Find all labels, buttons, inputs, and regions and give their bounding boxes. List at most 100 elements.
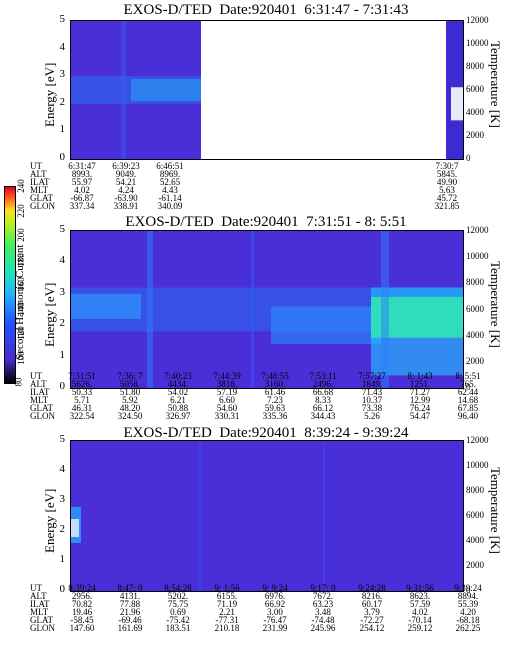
table-row: GLAT 46.31 48.20 50.88 54.60 59.63 66.12 73.38 7… <box>30 403 478 413</box>
table-cell: 7:53:11 <box>309 371 337 381</box>
table-cell: 337.34 <box>69 201 95 211</box>
row-label: GLON <box>30 201 55 211</box>
table-cell: 63.23 <box>312 599 334 609</box>
table-cell: 4.24 <box>118 185 134 195</box>
row-label: ILAT <box>30 599 50 609</box>
table-cell: 5202. <box>167 591 189 601</box>
spike <box>323 441 325 591</box>
table-row: GLON 322.54 324.50 326.97 330.31 335.36 344.43… <box>30 411 478 421</box>
spectrogram-svg <box>71 441 325 591</box>
table-row: UT 8:39:24 8:47: 0 8:54:28 9: 1:56 9: 9:24 9:1… <box>30 583 482 593</box>
table-cell: -72.27 <box>360 615 384 625</box>
table-cell: 8894. <box>457 591 479 601</box>
temperature-tick: 4000 <box>466 535 484 545</box>
table-row: MLT 19.46 21.96 0.69 2.21 3.00 3.48 3.79 4.02 4.2… <box>30 607 476 617</box>
table-cell: 161.69 <box>117 623 143 633</box>
table-cell: 7:48:55 <box>261 371 289 381</box>
table-cell: 57.19 <box>216 387 238 397</box>
table-cell: 5.63 <box>439 185 455 195</box>
row-label: GLAT <box>30 403 53 413</box>
table-row: UT 6:31:47 6:39:23 6:46:51 7:30:7 <box>30 161 470 171</box>
temperature-tick: 6000 <box>466 303 484 314</box>
table-cell: 254.12 <box>359 623 385 633</box>
temperature-tick: 0 <box>466 153 471 163</box>
energy-tick: 4 <box>59 463 66 475</box>
table-cell: 9: 9:24 <box>262 583 288 593</box>
table-cell: 9049. <box>115 169 137 179</box>
temperature-axis-label: Temperature [K] <box>488 260 503 348</box>
table-cell: 335.36 <box>262 411 288 421</box>
data-gap <box>201 21 446 159</box>
row-label: UT <box>30 371 42 381</box>
temperature-tick: 10000 <box>466 38 489 48</box>
energy-tick: 5 <box>59 13 66 25</box>
table-cell: 52.65 <box>159 177 181 187</box>
temperature-tick: 4000 <box>466 107 484 117</box>
table-cell: 75.75 <box>167 599 189 609</box>
table-cell: 3160. <box>264 379 286 389</box>
table-cell: 322.54 <box>69 411 95 421</box>
table-cell: 50.33 <box>71 387 93 397</box>
table-cell: -69.46 <box>118 615 142 625</box>
table-cell: 2.21 <box>219 607 235 617</box>
row-label: ILAT <box>30 177 50 187</box>
table-cell: -63.90 <box>114 193 138 203</box>
table-cell: 54.60 <box>216 403 238 413</box>
temperature-axis-label: Temperature [K] <box>488 41 503 128</box>
table-cell: -75.42 <box>166 615 190 625</box>
table-cell: 60.17 <box>361 599 383 609</box>
spectrogram-plot <box>70 230 464 389</box>
table-cell: -77.31 <box>215 615 239 625</box>
table-cell: 3818. <box>216 379 238 389</box>
table-cell: 210.18 <box>214 623 240 633</box>
table-cell: 9:17: 0 <box>310 583 336 593</box>
table-cell: 54.21 <box>115 177 137 187</box>
table-row: ILAT 50.33 51.80 54.02 57.19 61.46 66.68 71.43 7… <box>30 387 478 397</box>
table-row: UT 7:31:51 7:36: 7 7:40:23 7:44:39 7:48:55 7:5… <box>30 371 481 381</box>
table-cell: 245.96 <box>310 623 336 633</box>
table-cell: 8:54:28 <box>164 583 192 593</box>
row-label: GLON <box>30 411 55 421</box>
table-cell: 7.23 <box>267 395 283 405</box>
table-cell: 338.91 <box>113 201 139 211</box>
table-cell: 66.68 <box>312 387 334 397</box>
table-cell: 8: 1:43 <box>407 371 433 381</box>
table-cell: 5845. <box>436 169 458 179</box>
energy-tick: 5 <box>59 223 66 235</box>
row-label: GLAT <box>30 193 53 203</box>
spike <box>381 231 389 388</box>
table-cell: 70.82 <box>71 599 93 609</box>
table-cell: -66.87 <box>70 193 94 203</box>
table-cell: 51.80 <box>119 387 141 397</box>
table-cell: 326.97 <box>165 411 191 421</box>
table-cell: -61.14 <box>158 193 182 203</box>
energy-tick: 4 <box>59 40 66 53</box>
row-label: ALT <box>30 379 47 389</box>
table-cell: 71.27 <box>409 387 431 397</box>
spike <box>121 21 126 159</box>
table-cell: 71.43 <box>361 387 383 397</box>
table-cell: 8.33 <box>315 395 331 405</box>
table-cell: 6:46:51 <box>156 161 184 171</box>
table-cell: 7:31:51 <box>68 371 96 381</box>
energy-tick: 2 <box>59 317 66 330</box>
energy-axis-label: Energy [eV] <box>42 488 57 553</box>
table-cell: 6:31:47 <box>68 161 96 171</box>
temperature-tick: 4000 <box>466 329 484 340</box>
table-row: ALT 5626. 5058. 4434. 3818. 3160. 2496. 1849. 12… <box>30 379 476 389</box>
spectrogram-plot <box>70 440 464 592</box>
energy-tick: 0 <box>59 380 66 392</box>
energy-tick: 1 <box>59 348 66 361</box>
table-cell: 7:36: 7 <box>117 371 143 381</box>
temperature-tick: 2000 <box>466 560 484 570</box>
table-cell: 4.43 <box>162 185 178 195</box>
table-cell: 66.92 <box>264 599 286 609</box>
table-cell: 231.99 <box>262 623 288 633</box>
energy-tick: 1 <box>59 553 66 565</box>
table-cell: 4.02 <box>412 607 428 617</box>
table-cell: 67.85 <box>457 403 479 413</box>
table-cell: 12.99 <box>409 395 431 405</box>
row-label: UT <box>30 161 42 171</box>
table-cell: 6976. <box>264 591 286 601</box>
energy-tick: 5 <box>59 433 66 445</box>
